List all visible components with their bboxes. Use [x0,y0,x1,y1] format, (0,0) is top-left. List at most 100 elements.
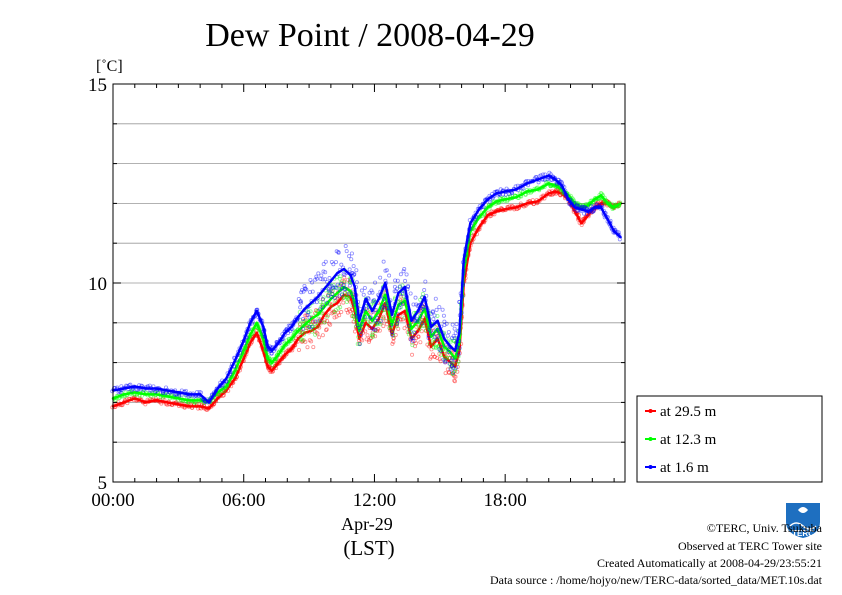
sample-point [359,288,364,293]
sample-point [347,254,352,259]
sample-point [321,295,326,300]
sample-point [381,324,386,329]
sample-point [378,322,383,327]
sample-point [300,339,305,344]
sample-point [307,290,312,295]
sample-point [391,333,396,338]
sample-point [311,345,316,350]
data-point [329,297,333,301]
sample-point [352,329,357,334]
data-point [283,353,287,356]
sample-point [382,308,387,313]
data-point [133,391,136,394]
sample-point [300,329,305,334]
sample-point [430,352,435,357]
data-point [442,345,446,348]
sample-point [430,310,435,315]
sample-point [358,328,363,333]
data-point [216,397,219,400]
sample-point [316,271,321,276]
sample-point [375,320,380,325]
sample-point [440,347,445,352]
sample-point [413,295,418,300]
sample-point [427,327,432,332]
data-point [310,317,313,321]
sample-point [398,317,403,322]
data-point [303,307,306,311]
data-point [612,206,616,209]
data-point [249,341,252,344]
sample-point [323,259,328,264]
sample-point [373,319,378,324]
data-point [310,329,313,332]
sample-point [330,292,335,297]
sample-point [452,339,457,344]
data-point [155,387,158,390]
sample-point [448,339,453,344]
sample-point [398,284,403,289]
sample-point [442,360,447,365]
sample-point [358,330,363,335]
sample-point [408,337,413,342]
sample-point [331,262,336,267]
sample-point [438,359,443,364]
sample-point [303,286,308,291]
sample-point [591,209,596,214]
data-point [436,327,439,330]
data-point [283,331,287,334]
data-point [262,349,265,352]
sample-point [300,288,305,293]
sample-point [370,290,375,295]
data-point [486,206,489,209]
sample-point [298,299,303,304]
sample-point [307,324,312,329]
sample-point [442,357,447,362]
sample-point [406,284,411,289]
sample-point [322,318,327,323]
sample-point [370,334,375,339]
sample-point [414,336,419,341]
sample-point [395,318,400,323]
sample-point [437,347,442,352]
sample-point [377,320,382,325]
data-point [364,309,367,313]
data-point [266,345,269,348]
y-axis-label: [˚C] [96,58,123,75]
sample-point [401,269,406,274]
sample-point [449,364,454,369]
sample-point [445,367,450,372]
sample-point [424,328,429,333]
series-layer [110,170,623,412]
sample-point [436,334,441,339]
sample-point [390,341,395,346]
sample-point [418,322,423,327]
data-point [336,291,339,295]
sample-point [354,280,359,285]
data-point [429,335,433,338]
data-point [503,190,507,193]
data-point [599,206,603,209]
sample-point [318,276,323,281]
sample-point [129,388,134,393]
sample-point [326,290,331,295]
sample-point [342,275,347,280]
data-point [329,305,333,309]
sample-point [354,268,359,273]
sample-point [314,300,319,305]
sample-point [320,297,325,302]
data-point [525,202,529,205]
sample-point [342,272,347,277]
sample-point [299,330,304,335]
sample-point [340,292,345,297]
sample-point [545,177,550,182]
sample-point [445,333,450,338]
sample-point [406,283,411,288]
sample-point [329,303,334,308]
sample-point [342,280,347,285]
sample-point [432,313,437,318]
footer-source: Data source : /home/hojyo/new/TERC-data/… [490,573,823,587]
data-point [377,317,381,321]
sample-point [433,327,438,332]
sample-point [417,327,422,332]
sample-point [323,277,328,282]
